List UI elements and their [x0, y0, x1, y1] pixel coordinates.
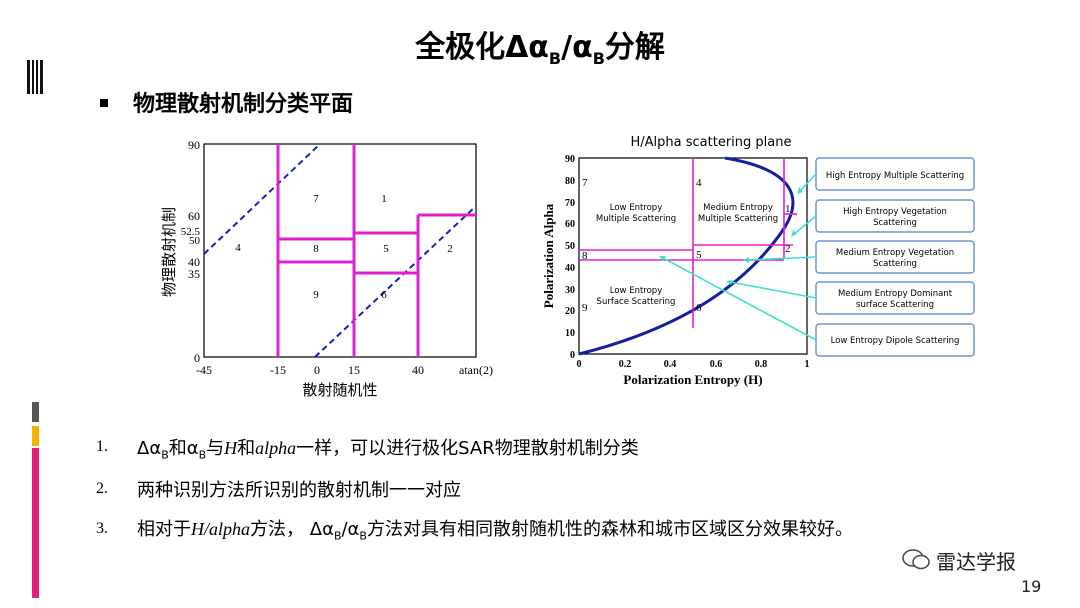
- right-zone-number: 1: [785, 203, 791, 215]
- left-dashed-boundary: [203, 143, 321, 255]
- left-zone-label: 4: [235, 242, 241, 254]
- slide-title: 全极化ΔαB/αB分解: [415, 30, 665, 68]
- accent-bar-yellow: [32, 426, 39, 446]
- left-x-tick: 15: [348, 363, 360, 377]
- region-label: Medium Entropy: [703, 203, 773, 213]
- left-y-axis-label: 物理散射机制: [160, 207, 178, 297]
- callout-text: surface Scattering: [856, 300, 934, 310]
- list-item-3: 相对于H/alpha方法， ΔαB/αB方法对具有相同散射随机性的森林和城市区域…: [137, 519, 853, 543]
- right-zone-number: 7: [582, 177, 588, 189]
- left-x-tick: -15: [270, 363, 286, 377]
- region-label: Surface Scattering: [597, 297, 676, 307]
- arrowhead-icon: [797, 187, 803, 194]
- region-label: Low Entropy: [610, 203, 662, 213]
- accent-bar-gray: [32, 402, 39, 422]
- callout-arrow: [746, 256, 817, 261]
- left-zone-label: 7: [313, 193, 319, 205]
- callout-text: High Entropy Multiple Scattering: [826, 171, 964, 181]
- left-zone-label: 2: [447, 243, 453, 255]
- right-x-axis-label: Polarization Entropy (H): [623, 372, 762, 387]
- left-y-tick: 90: [188, 138, 200, 152]
- right-x-tick: 0.2: [619, 359, 632, 370]
- left-x-tick: 0: [314, 363, 320, 377]
- list-number: 1.: [96, 438, 108, 455]
- left-zone-label: 9: [313, 289, 319, 301]
- callout-text: Scattering: [873, 218, 917, 228]
- accent-bar-pink: [32, 448, 39, 598]
- left-x-tick: atan(2): [459, 363, 493, 377]
- right-y-tick: 20: [565, 306, 575, 317]
- watermark-text: 雷达学报: [936, 550, 1016, 574]
- callout-arrow: [662, 257, 817, 341]
- right-y-tick: 60: [565, 219, 575, 230]
- region-label: Low Entropy: [610, 286, 662, 296]
- right-y-tick: 30: [565, 285, 575, 296]
- bullet-heading: 物理散射机制分类平面: [133, 92, 354, 117]
- right-x-tick: 1: [805, 359, 810, 370]
- right-x-tick: 0.4: [664, 359, 677, 370]
- left-plot-frame: [203, 143, 477, 358]
- right-y-axis-label: Polarization Alpha: [541, 203, 556, 308]
- callout-arrow: [798, 173, 817, 193]
- left-zone-label: 1: [381, 193, 387, 205]
- right-y-tick: 90: [565, 154, 575, 165]
- right-x-tick: 0.8: [755, 359, 768, 370]
- left-y-tick: 35: [188, 267, 200, 281]
- arrowhead-icon: [726, 280, 733, 285]
- left-dashed-boundary: [314, 205, 477, 358]
- right-zone-number: 8: [582, 250, 588, 262]
- page-number: 19: [1021, 577, 1042, 596]
- arrowhead-icon: [659, 256, 666, 261]
- wechat-icon: [902, 549, 930, 570]
- left-y-tick: 60: [188, 209, 200, 223]
- left-x-tick: 40: [412, 363, 424, 377]
- left-y-tick: 40: [188, 255, 200, 269]
- right-y-tick: 10: [565, 328, 575, 339]
- logo-bars-icon: [27, 60, 43, 94]
- right-y-tick: 50: [565, 241, 575, 252]
- left-y-tick: 50: [189, 235, 201, 247]
- arrowhead-icon: [743, 257, 749, 263]
- right-y-tick: 0: [570, 350, 575, 361]
- right-zone-number: 6: [696, 302, 702, 314]
- left-scattering-plot: 90 60 52.5 50 40 35 0 -45 -15 0 15 40 at…: [160, 138, 493, 399]
- right-zone-number: 4: [696, 177, 702, 189]
- callout-arrow: [792, 215, 817, 236]
- region-label: Multiple Scattering: [698, 214, 778, 224]
- left-zone-label: 5: [383, 243, 389, 255]
- right-y-tick: 70: [565, 198, 575, 209]
- left-zone-label: 6: [381, 289, 387, 301]
- bullet-square-icon: [100, 99, 108, 107]
- arrowhead-icon: [791, 230, 797, 237]
- callout-text: High Entropy Vegetation: [843, 207, 947, 217]
- callout-text: Low Entropy Dipole Scattering: [831, 336, 960, 346]
- right-y-tick: 80: [565, 176, 575, 187]
- list-number: 2.: [96, 480, 108, 497]
- right-y-tick: 40: [565, 263, 575, 274]
- left-x-tick: -45: [196, 363, 212, 377]
- callout-text: Medium Entropy Vegetation: [836, 248, 954, 258]
- feasible-boundary-curve: [578, 156, 795, 356]
- list-item-2: 两种识别方法所识别的散射机制一一对应: [137, 480, 461, 501]
- right-zone-number: 5: [696, 249, 702, 261]
- right-zone-number: 2: [785, 243, 791, 255]
- region-label: Multiple Scattering: [596, 214, 676, 224]
- callout-text: Medium Entropy Dominant: [838, 289, 953, 299]
- callout-text: Scattering: [873, 259, 917, 269]
- right-plot-title: H/Alpha scattering plane: [631, 135, 792, 150]
- left-x-axis-label: 散射随机性: [302, 381, 377, 399]
- list-item-1: ΔαB和αB与H和alpha一样，可以进行极化SAR物理散射机制分类: [137, 438, 639, 462]
- left-zone-label: 8: [313, 243, 319, 255]
- left-y-tick: 52.5: [181, 226, 201, 238]
- right-h-alpha-plot: H/Alpha scattering plane 90 80 70 60 50 …: [541, 135, 975, 387]
- callout-arrow: [729, 281, 817, 299]
- right-x-tick: 0.6: [710, 359, 723, 370]
- right-x-tick: 0: [577, 359, 582, 370]
- right-zone-number: 9: [582, 302, 588, 314]
- left-y-tick: 0: [194, 351, 200, 365]
- list-number: 3.: [96, 520, 108, 537]
